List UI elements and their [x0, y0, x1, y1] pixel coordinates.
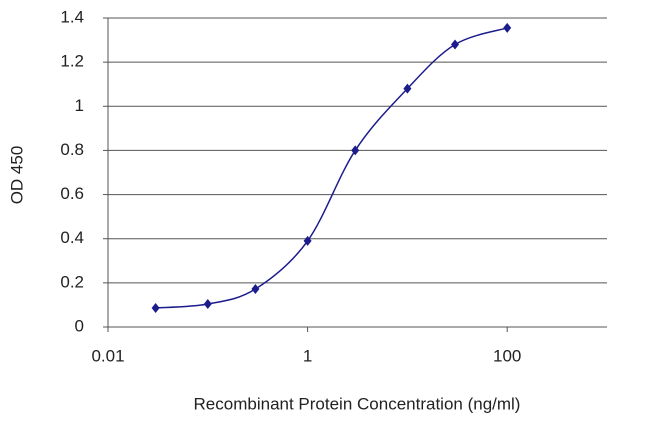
- x-tick-label: 100: [493, 346, 521, 365]
- data-point: [251, 284, 260, 295]
- x-tick-label: 0.01: [91, 346, 124, 365]
- y-tick-label: 0.4: [60, 228, 84, 247]
- y-tick-label: 1.4: [60, 7, 84, 26]
- y-tick-label: 1: [75, 96, 84, 115]
- data-point: [451, 39, 460, 50]
- series-line: [155, 27, 508, 309]
- x-tick-label: 1: [303, 346, 312, 365]
- y-tick-label: 0.2: [60, 272, 84, 291]
- y-axis-label: OD 450: [7, 146, 26, 205]
- x-axis-label: Recombinant Protein Concentration (ng/ml…: [194, 394, 521, 413]
- data-point: [503, 22, 512, 33]
- data-point: [303, 235, 312, 246]
- data-point: [203, 299, 212, 310]
- y-tick-label: 0.6: [60, 184, 84, 203]
- data-point: [403, 83, 412, 94]
- y-tick-label: 0.8: [60, 140, 84, 159]
- y-tick-label: 1.2: [60, 52, 84, 71]
- y-tick-label: 0: [75, 316, 84, 335]
- data-point: [351, 145, 360, 156]
- data-point: [151, 303, 160, 314]
